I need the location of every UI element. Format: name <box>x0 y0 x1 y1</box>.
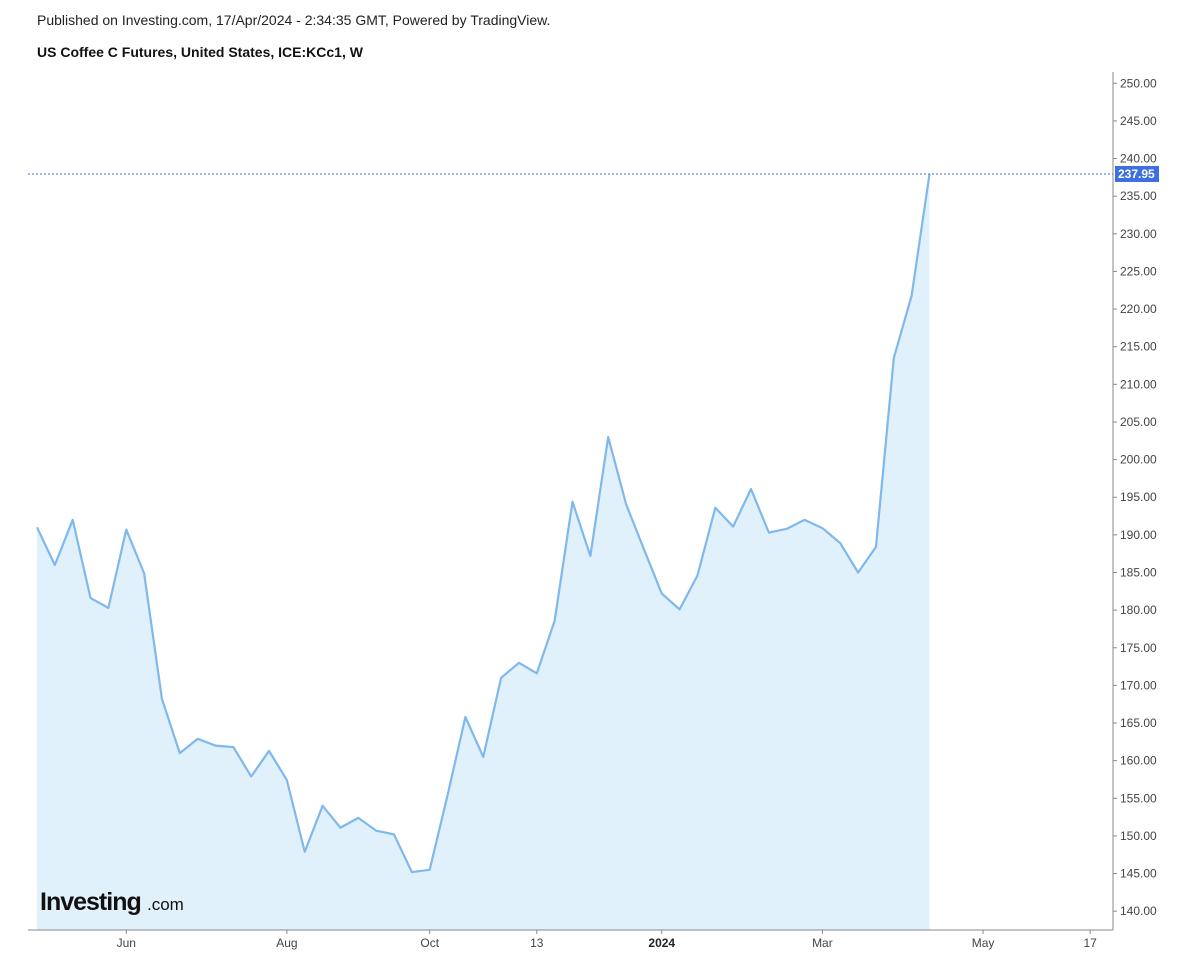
plot-area <box>28 173 1113 931</box>
y-tick-label: 210.00 <box>1120 377 1157 391</box>
y-tick-label: 140.00 <box>1120 904 1157 918</box>
y-tick-label: 165.00 <box>1120 716 1157 730</box>
y-tick-label: 235.00 <box>1120 189 1157 203</box>
x-tick-label: May <box>972 936 995 950</box>
y-tick-label: 160.00 <box>1120 754 1157 768</box>
last-price-label: 237.95 <box>1118 167 1155 181</box>
y-tick-label: 155.00 <box>1120 791 1157 805</box>
x-tick-label: Aug <box>276 936 297 950</box>
y-tick-label: 220.00 <box>1120 302 1157 316</box>
investing-logo: Investing .com <box>40 888 184 916</box>
y-tick-label: 145.00 <box>1120 867 1157 881</box>
last-price-badge <box>1115 165 1159 182</box>
x-tick-label: Oct <box>420 936 439 950</box>
x-tick-label: 13 <box>530 936 544 950</box>
y-tick-label: 195.00 <box>1120 490 1157 504</box>
y-tick-label: 215.00 <box>1120 340 1157 354</box>
logo-sub-text: .com <box>147 895 184 914</box>
y-tick-label: 225.00 <box>1120 264 1157 278</box>
x-tick-label: 2024 <box>648 936 675 950</box>
y-tick-label: 175.00 <box>1120 641 1157 655</box>
x-tick-label: 17 <box>1083 936 1097 950</box>
y-tick-label: 170.00 <box>1120 678 1157 692</box>
logo-main-text: Investing <box>40 888 141 916</box>
y-tick-label: 185.00 <box>1120 566 1157 580</box>
published-note: Published on Investing.com, 17/Apr/2024 … <box>37 12 551 28</box>
y-tick-label: 230.00 <box>1120 227 1157 241</box>
x-axis: Jun Aug Oct 13 2024 Mar May 17 <box>28 929 1113 950</box>
y-tick-label: 180.00 <box>1120 603 1157 617</box>
y-tick-label: 250.00 <box>1120 76 1157 90</box>
y-tick-label: 190.00 <box>1120 528 1157 542</box>
chart-title: US Coffee C Futures, United States, ICE:… <box>37 44 363 60</box>
y-tick-label: 205.00 <box>1120 415 1157 429</box>
y-axis: 140.00 145.00 150.00 155.00 160.00 165.00 170.… <box>1112 72 1159 930</box>
y-tick-label: 240.00 <box>1120 152 1157 166</box>
y-tick-label: 200.00 <box>1120 453 1157 467</box>
series-area-fill <box>37 173 930 931</box>
x-tick-label: Mar <box>812 936 833 950</box>
x-tick-label: Jun <box>117 936 136 950</box>
y-tick-label: 150.00 <box>1120 829 1157 843</box>
y-tick-label: 245.00 <box>1120 114 1157 128</box>
